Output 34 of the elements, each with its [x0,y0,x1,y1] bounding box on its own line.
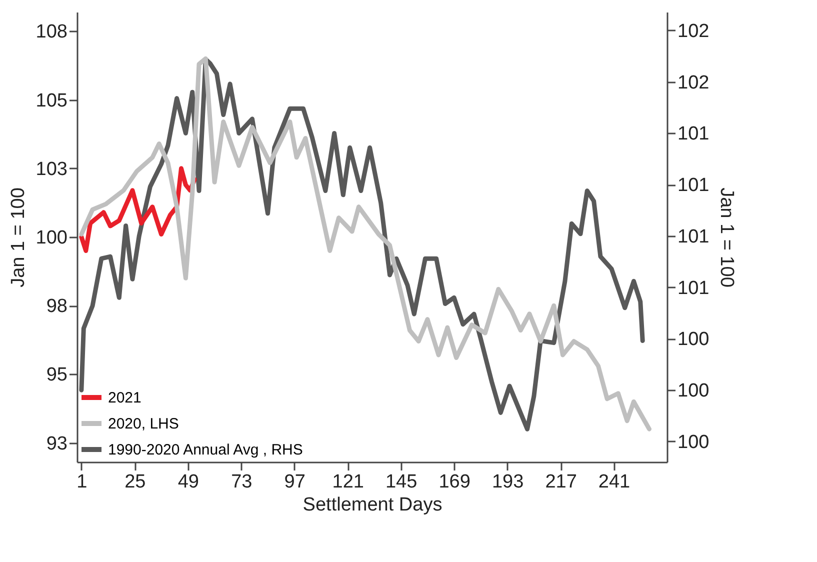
y2-tick-label: 101 [678,175,710,196]
x-tick-label: 169 [438,472,470,492]
y-tick-label: 93 [46,433,68,454]
x-tick-label: 193 [492,472,524,492]
y2-tick-label: 100 [678,380,710,402]
y-axis-title: Jan 1 = 100 [8,188,29,288]
x-axis-title: Settlement Days [302,494,442,516]
y2-tick-label: 102 [678,72,710,94]
y2-tick-label: 101 [678,226,710,248]
line-series [79,166,197,253]
x-tick-label: 217 [545,472,577,492]
y2-tick-label: 101 [678,124,710,145]
y-tick-label: 95 [46,364,68,386]
y2-tick-label: 102 [678,20,710,42]
x-tick-label: 121 [332,472,364,492]
x-tick-label: 73 [231,472,252,492]
y-tick-label: 105 [36,90,68,112]
y-tick-label: 98 [46,296,68,318]
y2-tick-label: 100 [678,432,710,453]
x-tick-label: 241 [598,472,630,492]
legend-label: 2021 [108,390,142,406]
x-tick-label: 25 [124,472,146,492]
x-tick-label: 1 [76,472,88,492]
y2-axis-title: Jan 1 = 100 [716,188,738,288]
x-tick-label: 97 [284,472,306,492]
legend-label: 2020, LHS [108,416,179,432]
y-tick-label: 100 [36,228,68,248]
x-tick-label: 145 [385,472,418,492]
y-tick-label: 108 [36,22,68,43]
x-tick-label: 49 [178,472,199,492]
y-tick-label: 103 [36,158,68,180]
legend-label: 1990-2020 Annual Avg , RHS [108,442,303,458]
y2-tick-label: 100 [678,329,710,350]
y2-tick-label: 101 [678,278,710,299]
